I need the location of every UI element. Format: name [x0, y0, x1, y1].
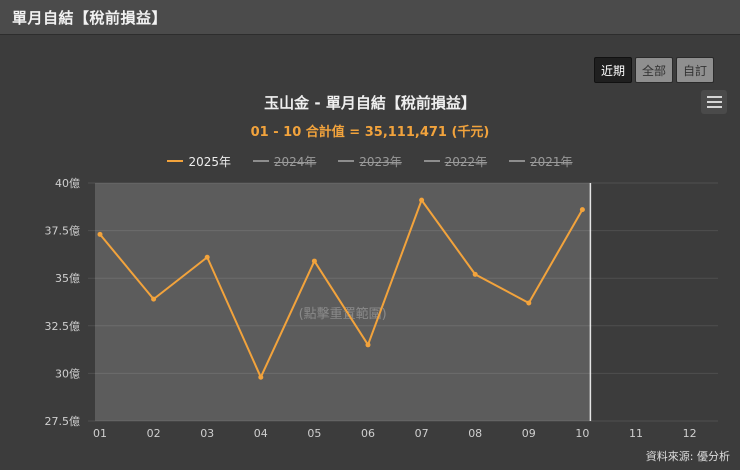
y-axis-label: 35億: [55, 272, 80, 285]
y-axis-label: 37.5億: [45, 225, 81, 238]
legend-line-marker: [252, 160, 269, 162]
x-axis-label: 02: [147, 427, 161, 440]
legend-line-marker: [423, 160, 440, 162]
chart-menu-button[interactable]: [701, 90, 727, 114]
legend-label: 2022年: [444, 154, 488, 169]
selection-band[interactable]: [95, 183, 591, 421]
data-point[interactable]: [97, 231, 103, 237]
x-axis-label: 08: [468, 427, 482, 440]
x-axis-label: 10: [575, 427, 589, 440]
x-axis-label: 06: [361, 427, 375, 440]
y-axis-label: 40億: [55, 177, 80, 190]
x-axis-label: 11: [629, 427, 643, 440]
legend-line-marker: [167, 160, 184, 162]
legend-item-2023[interactable]: 2023年: [338, 153, 402, 170]
legend-label: 2023年: [359, 154, 402, 169]
range-selector: 近期 全部 自訂: [593, 57, 714, 83]
data-point[interactable]: [419, 197, 425, 203]
page-title: 單月自結【稅前損益】: [12, 8, 168, 27]
x-axis-label: 07: [415, 427, 429, 440]
data-point[interactable]: [204, 254, 210, 260]
legend-line-marker: [338, 160, 355, 162]
y-axis-label: 32.5億: [45, 320, 81, 333]
legend-label: 2025年: [188, 154, 232, 169]
data-source-label: 資料來源: 優分析: [645, 450, 730, 463]
data-point[interactable]: [151, 296, 157, 302]
x-axis-label: 01: [93, 427, 107, 440]
data-point[interactable]: [526, 300, 532, 306]
chart-legend: 2025年 2024年 2023年 2022年 2021年: [0, 151, 740, 170]
legend-item-2022[interactable]: 2022年: [423, 153, 488, 170]
chart-title: 玉山金 - 單月自結【稅前損益】: [264, 94, 476, 112]
x-axis-label: 04: [254, 427, 268, 440]
data-point[interactable]: [258, 374, 264, 380]
legend-line-marker: [508, 160, 525, 162]
range-button-all[interactable]: 全部: [634, 57, 673, 83]
y-axis-label: 27.5億: [45, 415, 81, 428]
data-point[interactable]: [579, 207, 585, 213]
legend-item-2024[interactable]: 2024年: [252, 153, 317, 170]
hamburger-icon: [706, 96, 722, 108]
data-point[interactable]: [472, 271, 478, 277]
y-axis-label: 30億: [55, 367, 80, 380]
x-axis-label: 12: [683, 427, 697, 440]
legend-label: 2024年: [273, 154, 317, 169]
page-header: 單月自結【稅前損益】: [0, 0, 740, 34]
x-axis-label: 05: [307, 427, 321, 440]
x-axis-label: 09: [522, 427, 536, 440]
range-button-recent[interactable]: 近期: [593, 57, 632, 83]
data-point[interactable]: [365, 342, 371, 348]
range-button-custom[interactable]: 自訂: [675, 57, 714, 83]
legend-label: 2021年: [529, 154, 573, 169]
series-line: [99, 199, 584, 379]
plot-area: 40億 37.5億 35億 32.5億 30億 27.5億 01 02 03 04 05 06 07 08…: [45, 177, 718, 440]
legend-item-2025[interactable]: 2025年: [167, 153, 231, 170]
data-point[interactable]: [311, 258, 317, 264]
band-hint-label: (點擊重置範圍): [299, 306, 387, 322]
x-axis-label: 03: [200, 427, 214, 440]
legend-item-2021[interactable]: 2021年: [508, 153, 573, 170]
chart-subtitle: 01 - 10 合計值 = 35,111,471 (千元): [250, 125, 490, 140]
